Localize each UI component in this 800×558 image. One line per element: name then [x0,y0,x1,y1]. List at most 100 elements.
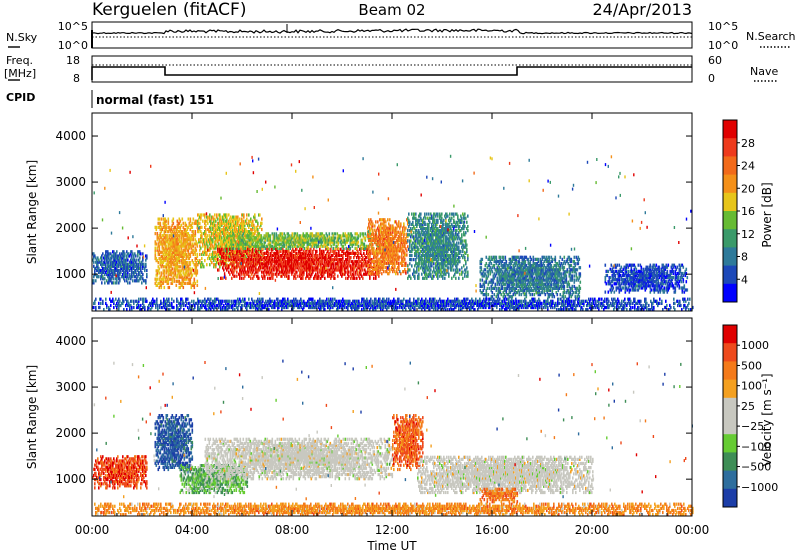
range-cell [333,247,335,250]
range-cell [365,232,367,235]
range-cell [325,248,327,251]
range-cell [297,275,299,278]
range-cell [159,271,161,274]
range-cell [233,250,235,253]
range-cell [146,269,148,272]
range-cell [197,280,199,283]
range-cell [215,220,217,223]
range-cell [313,248,315,251]
range-cell [324,277,326,280]
range-cell [209,213,211,216]
range-cell [259,213,261,216]
range-cell [156,226,158,229]
range-cell [238,236,240,239]
range-cell [404,233,406,236]
range-cell [204,259,206,262]
range-cell [398,243,400,246]
range-cell [195,230,197,233]
range-cell [192,222,194,225]
noise-right-tick-top: 10^5 [708,20,738,33]
range-cell [214,213,216,216]
range-cell [409,268,411,271]
range-cell [188,218,190,221]
range-cell [244,256,246,259]
range-cell [274,232,276,235]
range-cell [249,224,251,227]
range-cell [197,253,199,256]
range-cell [230,234,232,237]
range-cell [334,277,336,280]
range-cell [327,234,329,237]
range-cell [413,258,415,261]
range-cell [146,273,148,276]
range-cell [181,224,183,227]
range-cell [426,213,428,216]
range-cell [156,242,158,245]
range-cell [201,257,203,260]
range-cell [169,286,171,289]
range-cell [373,277,375,280]
range-cell [201,226,203,229]
range-cell [127,259,129,262]
range-cell [374,224,376,227]
range-cell [282,232,284,235]
range-cell [253,232,255,235]
range-cell [318,275,320,278]
range-cell [243,232,245,235]
range-cell [310,248,312,251]
range-cell [157,232,159,235]
range-cell [187,261,189,264]
range-cell [193,230,195,233]
range-cell [410,277,412,280]
range-cell [234,239,236,242]
freq-unit-label: [MHz] [4,67,36,80]
range-cell [199,222,201,225]
range-cell [420,213,422,216]
range-cell [234,266,236,269]
range-cell [398,262,400,265]
range-cell [375,220,377,223]
range-cell [405,227,407,230]
range-cell [362,256,364,259]
range-cell [113,281,115,284]
range-cell [116,250,118,253]
range-cell [358,234,360,237]
range-cell [385,220,387,223]
range-cell [369,243,371,246]
range-cell [348,275,350,278]
range-cell [247,241,249,244]
range-cell [124,252,126,255]
range-cell [373,247,375,250]
range-cell [166,245,168,248]
freq-left-tick-top: 18 [66,54,80,67]
range-cell [247,248,249,251]
nave-label: Nave [750,65,778,78]
range-cell [207,234,209,237]
range-cell [304,247,306,250]
range-cell [236,271,238,274]
range-cell [173,218,175,221]
range-cell [323,250,325,253]
range-cell [201,232,203,235]
range-cell [220,216,222,219]
range-cell [207,222,209,225]
range-cell [101,281,103,284]
range-cell [359,256,361,259]
noise-panel: N.Sky 10^5 10^0 10^5 10^0 N.Search [6,20,796,52]
range-cell [407,229,409,232]
range-cell [413,231,415,234]
range-cell [183,286,185,289]
range-cell [424,213,426,216]
station-title: Kerguelen (fitACF) [92,0,246,20]
range-cell [236,275,238,278]
range-cell [248,213,250,216]
range-cell [400,222,402,225]
range-cell [329,232,331,235]
date-label: 24/Apr/2013 [592,0,692,19]
beam-label: Beam 02 [358,1,425,19]
n-search-label: N.Search [746,30,796,43]
range-cell [172,267,174,270]
range-cell [159,267,161,270]
range-cell [190,218,192,221]
range-cell [222,277,224,280]
